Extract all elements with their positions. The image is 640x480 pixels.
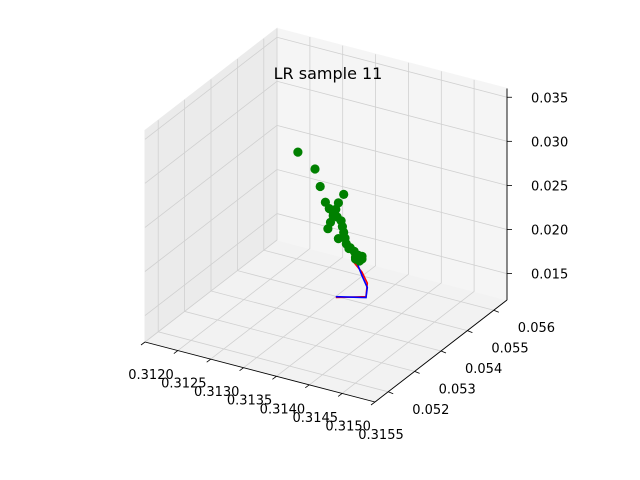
data-point: [333, 198, 343, 208]
grid-line-y: [263, 38, 494, 311]
x-tick-label: 0.3150: [325, 419, 371, 434]
data-point: [293, 147, 303, 157]
data-point: [344, 243, 354, 254]
grid-line-y: [184, 99, 415, 372]
x-tick-label: 0.3120: [128, 368, 174, 383]
y-tick-mark: [440, 350, 447, 354]
x-tick-label: 0.3155: [358, 428, 404, 443]
y-tick-label: 0.054: [465, 362, 502, 377]
data-point: [333, 234, 343, 244]
z-tick-label: 0.025: [531, 179, 568, 194]
grid-lines: [144, 28, 508, 403]
grid-line-z: [144, 169, 508, 272]
x-tick-mark: [272, 375, 277, 380]
series-lines: [335, 258, 369, 299]
y-tick-mark: [493, 309, 499, 313]
y-tick-mark: [467, 330, 473, 333]
y-tick-label: 0.052: [412, 403, 449, 418]
grid-line-y: [210, 79, 442, 352]
z-tick-label: 0.020: [531, 223, 568, 238]
grid-line-y: [236, 59, 468, 331]
y-tick-label: 0.053: [439, 382, 476, 397]
grid-line-x: [341, 79, 475, 394]
x-tick-mark: [337, 393, 343, 397]
x-tick-mark: [370, 401, 376, 406]
z-tick-label: 0.015: [531, 268, 568, 283]
data-point: [310, 164, 320, 174]
y-tick-label: 0.055: [491, 342, 528, 357]
grid-line-z: [144, 80, 508, 184]
grid-line-x: [144, 28, 278, 343]
y-tick-mark: [414, 371, 420, 374]
data-point: [350, 254, 361, 264]
scatter-points: [293, 147, 367, 266]
grid-line-z: [144, 36, 508, 140]
z-tick-label: 0.030: [531, 135, 568, 150]
grid-line-x: [177, 37, 311, 351]
x-tick-mark: [239, 367, 244, 372]
grid-line-z: [144, 213, 508, 316]
x-tick-mark: [173, 350, 179, 354]
grid-line-x: [243, 54, 377, 369]
x-tick-label: 0.3135: [227, 394, 273, 409]
x-tick-label: 0.3145: [293, 411, 339, 426]
chart-title: LR sample 11: [274, 64, 383, 83]
y-tick-mark: [388, 391, 394, 395]
grid-line-y: [157, 120, 389, 393]
grid-line-x: [276, 62, 409, 377]
x-tick-mark: [206, 358, 211, 363]
data-point: [315, 181, 325, 192]
x-tick-label: 0.3130: [194, 385, 240, 400]
grid-line-x: [309, 71, 442, 386]
grid-line-x: [210, 45, 344, 360]
y-tick-label: 0.056: [518, 321, 555, 336]
x-axis-line: [144, 341, 376, 403]
data-point: [339, 189, 349, 199]
x-tick-label: 0.3125: [161, 377, 207, 392]
x-tick-label: 0.3140: [260, 402, 306, 417]
x-tick-mark: [305, 384, 310, 389]
z-tick-label: 0.035: [531, 91, 568, 106]
x-tick-mark: [140, 341, 146, 346]
tick-labels: 0.31200.31250.31300.31350.31400.31450.31…: [128, 91, 568, 443]
series-line-2: [335, 258, 369, 299]
grid-line-z: [144, 124, 508, 228]
